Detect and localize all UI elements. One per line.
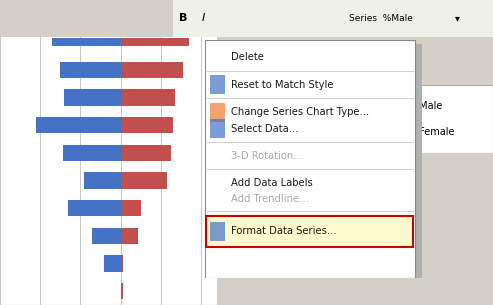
FancyBboxPatch shape xyxy=(360,85,493,152)
Bar xyxy=(120,117,173,134)
Bar xyxy=(69,200,120,217)
Text: B: B xyxy=(179,13,187,23)
Text: Reset to Match Style: Reset to Match Style xyxy=(231,80,333,90)
Bar xyxy=(367,97,400,113)
Text: 3-D Rotation...: 3-D Rotation... xyxy=(231,151,303,161)
Bar xyxy=(52,38,120,46)
Bar xyxy=(120,228,138,244)
Bar xyxy=(120,62,183,78)
Text: %Male: %Male xyxy=(411,101,443,110)
FancyBboxPatch shape xyxy=(205,40,415,278)
Bar xyxy=(92,228,120,244)
Bar xyxy=(210,119,225,138)
Bar xyxy=(105,255,120,272)
Text: Format Data Series...: Format Data Series... xyxy=(231,226,336,236)
Bar xyxy=(36,117,120,134)
Bar xyxy=(367,124,400,140)
Text: Delete: Delete xyxy=(231,52,263,63)
FancyBboxPatch shape xyxy=(209,45,422,282)
Bar xyxy=(84,172,120,189)
Bar xyxy=(63,145,120,161)
Text: %Female: %Female xyxy=(411,127,455,137)
Bar xyxy=(120,145,171,161)
Bar xyxy=(210,75,225,94)
Bar xyxy=(120,172,167,189)
FancyBboxPatch shape xyxy=(206,216,413,247)
Bar xyxy=(60,62,120,78)
Text: Add Trendline...: Add Trendline... xyxy=(231,194,309,204)
Text: ▾: ▾ xyxy=(455,13,459,23)
Text: Change Series Chart Type...: Change Series Chart Type... xyxy=(231,107,369,117)
Bar xyxy=(120,255,123,272)
Bar xyxy=(64,89,120,106)
Text: Series  %Male: Series %Male xyxy=(349,14,413,23)
Bar xyxy=(120,283,123,300)
Bar xyxy=(210,103,225,122)
Text: Select Data...: Select Data... xyxy=(231,124,298,134)
Bar xyxy=(120,38,189,46)
Text: Add Data Labels: Add Data Labels xyxy=(231,178,313,188)
Bar xyxy=(120,89,175,106)
Bar xyxy=(210,222,225,241)
Text: I: I xyxy=(201,13,205,23)
Bar xyxy=(120,200,141,217)
